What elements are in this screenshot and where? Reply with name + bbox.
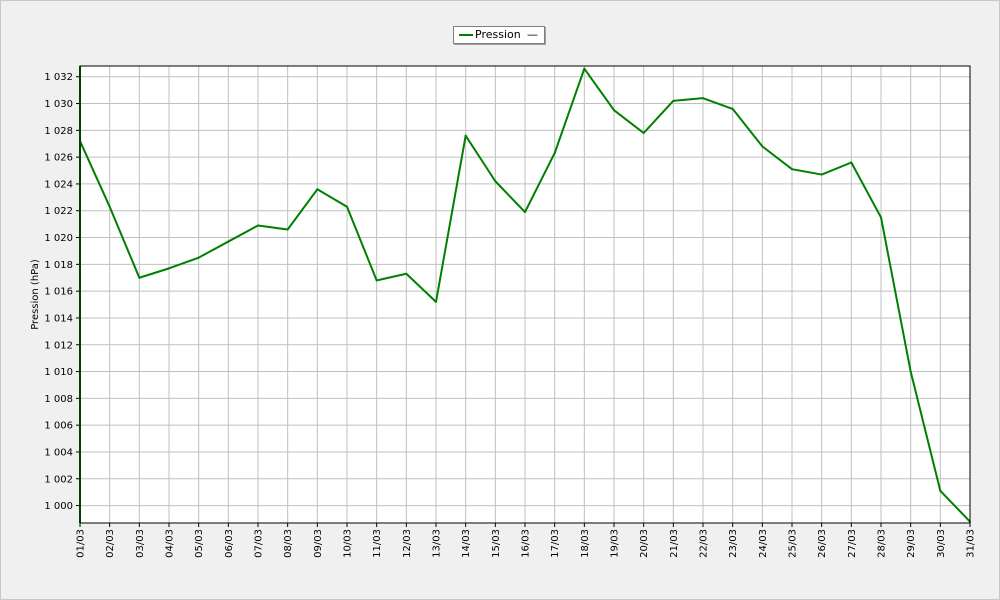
data-point [791,168,793,171]
y-axis-ticks: 1 000 1 002 1 004 1 006 1 008 1 010 1 012 1 014… [44,72,80,512]
data-point [494,180,497,183]
x-tick-label: 07/03 [254,529,265,558]
x-tick-label: 20/03 [639,529,650,558]
x-tick-label: 17/03 [550,529,561,558]
y-tick-label: 1 012 [44,340,73,351]
y-tick-label: 1 000 [44,501,73,512]
data-point [464,134,467,137]
data-point [909,370,912,373]
data-point [850,161,853,164]
data-point [553,152,556,155]
y-tick-label: 1 022 [44,206,73,217]
x-tick-label: 06/03 [224,529,235,558]
data-point [435,300,437,303]
x-tick-label: 16/03 [521,529,532,558]
y-tick-label: 1 026 [44,153,73,164]
data-point [375,279,378,282]
y-tick-label: 1 010 [44,367,73,378]
y-tick-label: 1 028 [44,126,73,137]
data-point [227,240,230,243]
data-point [197,256,200,259]
y-tick-label: 1 032 [44,72,73,83]
x-tick-label: 12/03 [402,529,413,558]
y-tick-label: 1 006 [44,421,73,432]
x-tick-label: 22/03 [699,529,710,558]
legend-line-swatch [459,34,473,36]
y-tick-label: 1 018 [44,260,73,271]
x-tick-label: 23/03 [728,529,739,558]
x-tick-label: 19/03 [610,529,621,558]
y-tick-label: 1 024 [44,179,73,190]
data-point [613,109,615,112]
data-point [108,205,111,208]
x-tick-label: 03/03 [135,529,146,558]
data-point [731,107,734,110]
x-tick-label: 05/03 [194,529,205,558]
x-tick-label: 26/03 [817,529,828,558]
data-point [346,205,348,208]
x-tick-label: 01/03 [76,529,87,558]
x-tick-label: 27/03 [847,529,858,558]
x-tick-label: 09/03 [313,529,324,558]
y-tick-label: 1 030 [44,99,73,110]
y-tick-label: 1 004 [44,447,73,458]
y-tick-label: 1 014 [44,313,73,324]
data-point [257,224,259,227]
x-tick-label: 10/03 [343,529,354,558]
y-tick-label: 1 020 [44,233,73,244]
data-point [761,145,764,148]
y-axis-label: Pression (hPa) [30,259,41,330]
legend-marker: — [527,28,538,41]
x-tick-label: 13/03 [432,529,443,558]
data-point [583,67,586,70]
data-point [880,216,882,219]
x-tick-label: 28/03 [877,529,888,558]
legend-label: Pression [475,28,521,41]
y-tick-label: 1 002 [44,474,73,485]
data-point [939,489,942,492]
data-point [672,99,675,102]
x-tick-label: 30/03 [936,529,947,558]
chart-legend: Pression — [453,26,545,44]
x-tick-label: 21/03 [669,529,680,558]
data-point [286,228,289,231]
data-point [642,132,645,135]
data-point [524,211,526,214]
x-tick-label: 24/03 [758,529,769,558]
x-tick-label: 18/03 [580,529,591,558]
x-tick-label: 04/03 [165,529,176,558]
x-tick-label: 15/03 [491,529,502,558]
data-point [820,173,823,176]
x-tick-label: 02/03 [105,529,116,558]
x-tick-label: 11/03 [372,529,383,558]
x-tick-label: 08/03 [283,529,294,558]
x-tick-label: 31/03 [966,529,977,558]
data-point [405,272,408,275]
plot-border [79,65,971,524]
y-tick-label: 1 016 [44,287,73,298]
y-tick-label: 1 008 [44,394,73,405]
x-tick-label: 29/03 [906,529,917,558]
data-point [168,267,170,270]
x-axis-ticks: 01/03 02/03 03/03 04/03 05/03 06/03 07/03 08/03… [76,523,977,558]
data-point [702,97,704,100]
data-point [138,276,141,279]
x-tick-label: 14/03 [461,529,472,558]
x-tick-label: 25/03 [788,529,799,558]
data-point [316,188,319,191]
